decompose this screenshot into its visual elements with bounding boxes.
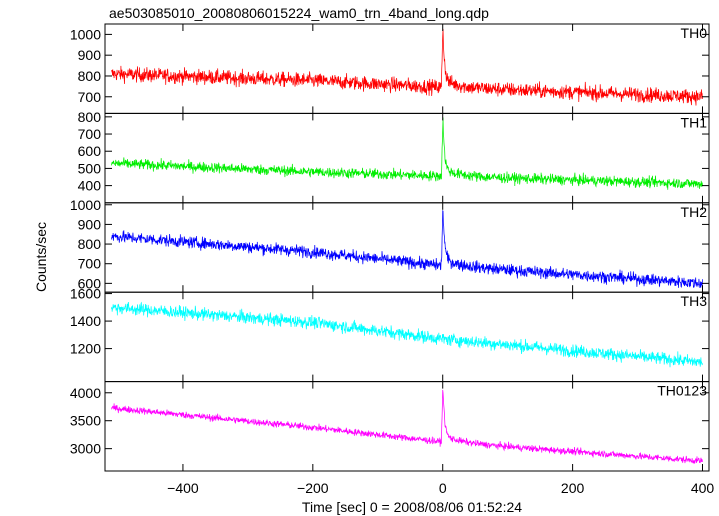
panel-th3: 1200 1400 1600 TH3: [70, 286, 710, 383]
chart-title: ae503085010_20080806015224_wam0_trn_4ban…: [109, 5, 489, 21]
panel-frame: [104, 112, 710, 204]
y-tick-label: 600: [78, 275, 102, 291]
series-line-th2: [111, 209, 703, 289]
panel-th0123: 3000 3500 4000 TH0123: [70, 381, 710, 472]
panel-frame: [104, 23, 710, 114]
y-tick-label: 700: [78, 89, 102, 105]
y-tick-label: 1000: [70, 197, 101, 213]
y-tick-label: 700: [78, 126, 102, 142]
x-tick-label: −400: [167, 480, 199, 496]
series-line-th3: [111, 301, 703, 368]
y-tick-label: 900: [78, 216, 102, 232]
y-tick-label: 1000: [70, 26, 101, 42]
panel-label: TH3: [681, 293, 708, 309]
y-tick-label: 800: [78, 236, 102, 252]
x-axis-label: Time [sec] 0 = 2008/08/06 01:52:24: [302, 499, 522, 515]
x-tick-label: 0: [439, 480, 447, 496]
series-line-th0: [111, 28, 703, 106]
y-axis-label: Counts/sec: [33, 222, 49, 292]
y-tick-label: 600: [78, 143, 102, 159]
y-tick-label: 1600: [70, 286, 101, 302]
series-line-th0123: [111, 389, 703, 464]
panel-label: TH0123: [657, 383, 707, 399]
x-tick-label: −200: [297, 480, 329, 496]
x-tick-label: 400: [691, 480, 715, 496]
y-tick-label: 4000: [70, 385, 101, 401]
y-tick-label: 500: [78, 160, 102, 176]
x-tick-label: 200: [561, 480, 585, 496]
y-tick-label: 1200: [70, 341, 101, 357]
y-tick-label: 700: [78, 256, 102, 272]
panel-frame: [104, 291, 710, 383]
panel-frame: [104, 381, 710, 472]
y-tick-label: 900: [78, 47, 102, 63]
y-tick-label: 800: [78, 68, 102, 84]
panel-th0: 700 800 900 1000 TH0: [70, 23, 710, 114]
panel-label: TH2: [681, 204, 708, 220]
y-tick-label: 1400: [70, 313, 101, 329]
panel-th2: 600 700 800 900 1000 TH2: [70, 197, 710, 293]
y-tick-label: 3500: [70, 413, 101, 429]
panel-label: TH1: [681, 114, 708, 130]
y-tick-label: 3000: [70, 441, 101, 457]
panel-label: TH0: [681, 25, 708, 41]
series-line-th1: [111, 117, 703, 190]
y-tick-label: 800: [78, 109, 102, 125]
y-tick-label: 400: [78, 178, 102, 194]
